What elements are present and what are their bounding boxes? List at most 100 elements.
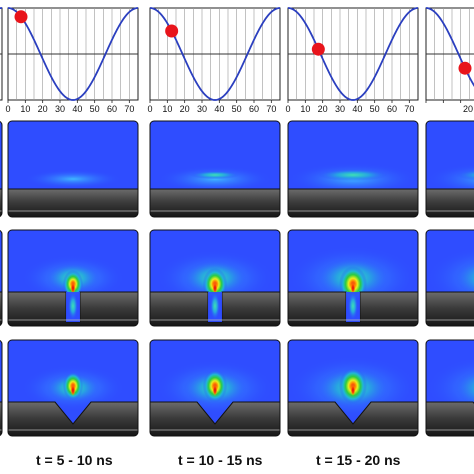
emission-core (318, 169, 388, 181)
time-window-label: t = 10 - 15 ns (178, 452, 263, 468)
image-frame (287, 229, 419, 327)
waveform-curve (425, 7, 474, 88)
x-tick-label: 40 (72, 104, 82, 114)
emission-image (0, 120, 3, 218)
image-background (0, 340, 2, 436)
image-background (0, 230, 2, 326)
emission-core (190, 170, 240, 180)
image-frame (425, 339, 474, 437)
emission-hotspot (212, 384, 218, 396)
image-frame (287, 120, 419, 218)
x-tick-label: 10 (162, 104, 172, 114)
waveform-panel (0, 7, 3, 101)
emission-hotspot (70, 282, 76, 294)
emission-hotspot (350, 384, 356, 396)
emission-image (0, 229, 3, 327)
electrode-surface (288, 401, 418, 436)
x-tick-label: 60 (107, 104, 117, 114)
electrode-surface (150, 188, 280, 217)
image-frame (7, 339, 139, 437)
image-frame (287, 339, 419, 437)
x-tick-label: 0 (285, 104, 290, 114)
x-tick-label: 0 (147, 104, 152, 114)
x-tick-label: 60 (249, 104, 259, 114)
emission-image (149, 120, 281, 218)
image-background (0, 121, 2, 217)
electrode-surface (8, 401, 138, 436)
image-frame (0, 120, 3, 218)
emission-image (7, 229, 139, 327)
time-marker (14, 10, 28, 24)
x-tick-label: 60 (387, 104, 397, 114)
image-frame (149, 339, 281, 437)
waveform-panel: 0 10 20 30 40 50 60 70 (285, 7, 419, 114)
slot-glow (68, 292, 78, 320)
image-frame (0, 229, 3, 327)
emission-glow-inner (455, 258, 474, 298)
electrode-surface (426, 188, 474, 217)
emission-glow (24, 169, 122, 189)
slot-glow (348, 292, 358, 320)
waveform-panel: 0 10 20 30 40 50 60 70 (147, 7, 281, 114)
emission-image (287, 339, 419, 437)
image-frame (7, 229, 139, 327)
time-window-label: t = 5 - 10 ns (36, 452, 113, 468)
x-tick-label: 70 (124, 104, 134, 114)
waveform-curve (287, 7, 419, 101)
image-frame (425, 120, 474, 218)
emission-image-grid (0, 120, 474, 437)
emission-image (149, 339, 281, 437)
x-tick-label: 20 (463, 104, 473, 114)
electrode-surface (288, 188, 418, 217)
emission-image (425, 229, 474, 327)
emission-image (7, 120, 139, 218)
waveform-panel: 20 (425, 7, 474, 114)
electrode-surface (426, 291, 474, 326)
x-tick-label: 70 (266, 104, 276, 114)
time-window-label: t = 15 - 20 ns (316, 452, 401, 468)
emission-image (425, 120, 474, 218)
x-tick-label: 70 (404, 104, 414, 114)
x-tick-label: 50 (90, 104, 100, 114)
electrode-surface (8, 188, 138, 217)
x-tick-label: 20 (180, 104, 190, 114)
x-tick-label: 30 (335, 104, 345, 114)
emission-hotspot (350, 282, 356, 294)
emission-image (425, 339, 474, 437)
emission-image (7, 339, 139, 437)
x-tick-label: 50 (232, 104, 242, 114)
electrode-surface (426, 401, 474, 436)
x-tick-label: 20 (318, 104, 328, 114)
image-frame (149, 229, 281, 327)
x-tick-label: 50 (370, 104, 380, 114)
x-tick-label: 40 (352, 104, 362, 114)
time-marker (165, 24, 179, 38)
image-frame (0, 339, 3, 437)
waveform-panel: 0 10 20 30 40 50 60 70 (5, 7, 139, 114)
image-frame (425, 229, 474, 327)
x-tick-label: 10 (300, 104, 310, 114)
x-tick-label: 30 (197, 104, 207, 114)
emission-glow-inner (455, 368, 474, 408)
time-marker (311, 42, 325, 56)
emission-image (149, 229, 281, 327)
x-tick-label: 10 (20, 104, 30, 114)
x-tick-label: 40 (214, 104, 224, 114)
slot-glow (210, 292, 220, 320)
image-frame (149, 120, 281, 218)
x-tick-label: 30 (55, 104, 65, 114)
waveform-panels: 0 10 20 30 40 50 60 70 0 10 20 30 40 50 60 70 0 10 20 30 40 5… (0, 7, 474, 114)
x-tick-label: 0 (5, 104, 10, 114)
emission-image (287, 229, 419, 327)
emission-glow (426, 163, 474, 195)
waveform-curve (7, 7, 139, 101)
time-marker (458, 61, 472, 75)
emission-hotspot (70, 384, 76, 396)
electrode-surface (150, 401, 280, 436)
x-tick-label: 20 (38, 104, 48, 114)
emission-hotspot (212, 282, 218, 294)
image-frame (7, 120, 139, 218)
emission-image (287, 120, 419, 218)
emission-image (0, 339, 3, 437)
